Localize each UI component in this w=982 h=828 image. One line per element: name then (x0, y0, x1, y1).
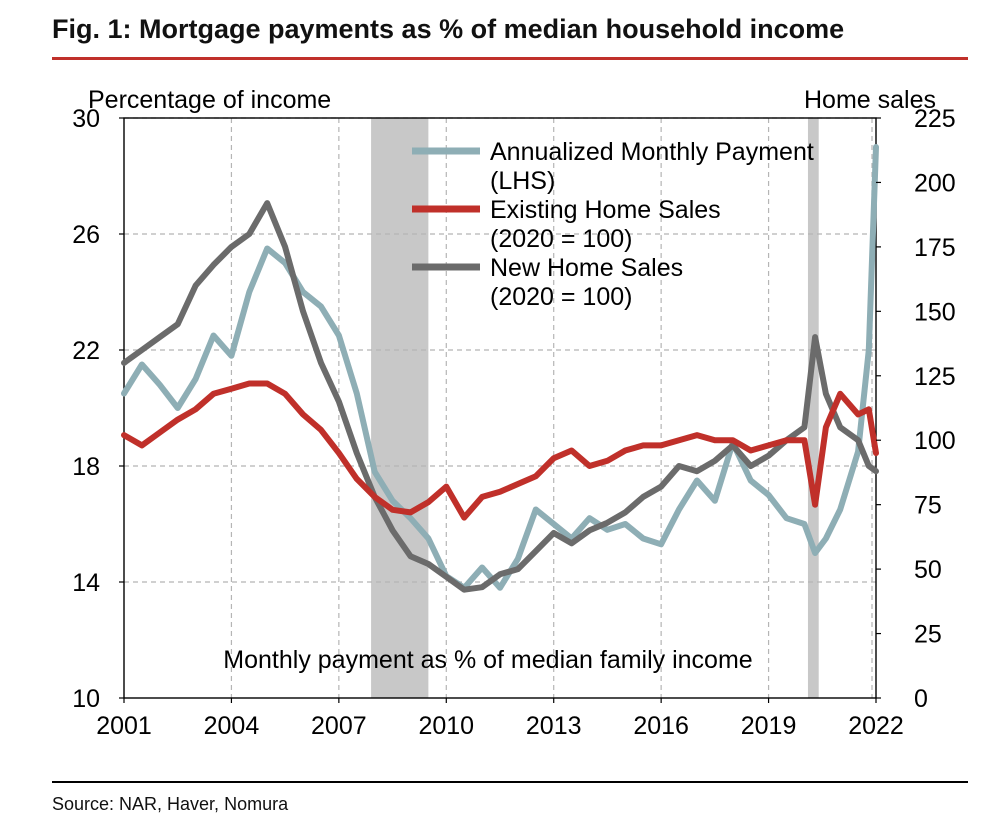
y-right-tick-label-225: 225 (914, 105, 956, 133)
y-right-tick-label-125: 125 (914, 363, 956, 391)
y-left-tick-label-10: 10 (72, 685, 100, 713)
axis-ticks: 2001 2004 2007 2010 2013 2016 2019 2022 10 14 18 22… (72, 105, 956, 740)
figure-title: Fig. 1: Mortgage payments as % of median… (52, 14, 845, 44)
y-left-tick-label-26: 26 (72, 221, 100, 249)
y-left-tick-label-30: 30 (72, 105, 100, 133)
y-right-tick-label-150: 150 (914, 298, 956, 326)
title-rule (52, 57, 968, 60)
x-tick-label-2007: 2007 (311, 712, 367, 740)
right-axis-label: Home sales (804, 86, 936, 114)
legend: Annualized Monthly Payment (LHS)Existing … (412, 138, 814, 311)
y-right-tick-label-50: 50 (914, 556, 942, 584)
x-tick-label-2010: 2010 (418, 712, 474, 740)
series-line-0 (121, 144, 879, 591)
x-tick-label-2001: 2001 (96, 712, 152, 740)
recession-band-0 (371, 118, 429, 698)
y-right-tick-label-25: 25 (914, 621, 942, 649)
bottom-annotation: Monthly payment as % of median family in… (223, 646, 752, 674)
x-tick-label-2013: 2013 (526, 712, 582, 740)
y-left-tick-label-14: 14 (72, 569, 100, 597)
y-left-tick-label-22: 22 (72, 337, 100, 365)
series-lines (121, 144, 879, 593)
series-line-1 (121, 380, 879, 521)
x-tick-label-2019: 2019 (741, 712, 797, 740)
plot-frame (123, 117, 877, 699)
recession-band-1 (807, 118, 819, 698)
series-line-2 (121, 200, 879, 593)
recession-shading (371, 118, 819, 698)
y-right-tick-label-100: 100 (914, 427, 956, 455)
legend-label-2: New Home Sales (2020 = 100) (490, 254, 683, 311)
y-right-tick-label-200: 200 (914, 169, 956, 197)
y-right-tick-label-0: 0 (914, 685, 928, 713)
left-axis-label: Percentage of income (88, 86, 331, 114)
x-tick-label-2022: 2022 (848, 712, 904, 740)
line-chart: 2001 2004 2007 2010 2013 2016 2019 2022 10 14 18 22… (72, 86, 956, 740)
x-tick-label-2004: 2004 (204, 712, 260, 740)
y-right-tick-label-175: 175 (914, 234, 956, 262)
y-left-tick-label-18: 18 (72, 453, 100, 481)
legend-label-0: Annualized Monthly Payment (LHS) (490, 138, 814, 195)
legend-label-1: Existing Home Sales (2020 = 100) (490, 196, 721, 253)
source-note: Source: NAR, Haver, Nomura (52, 794, 289, 814)
x-tick-label-2016: 2016 (633, 712, 689, 740)
footer-rule (52, 781, 968, 783)
y-right-tick-label-75: 75 (914, 492, 942, 520)
